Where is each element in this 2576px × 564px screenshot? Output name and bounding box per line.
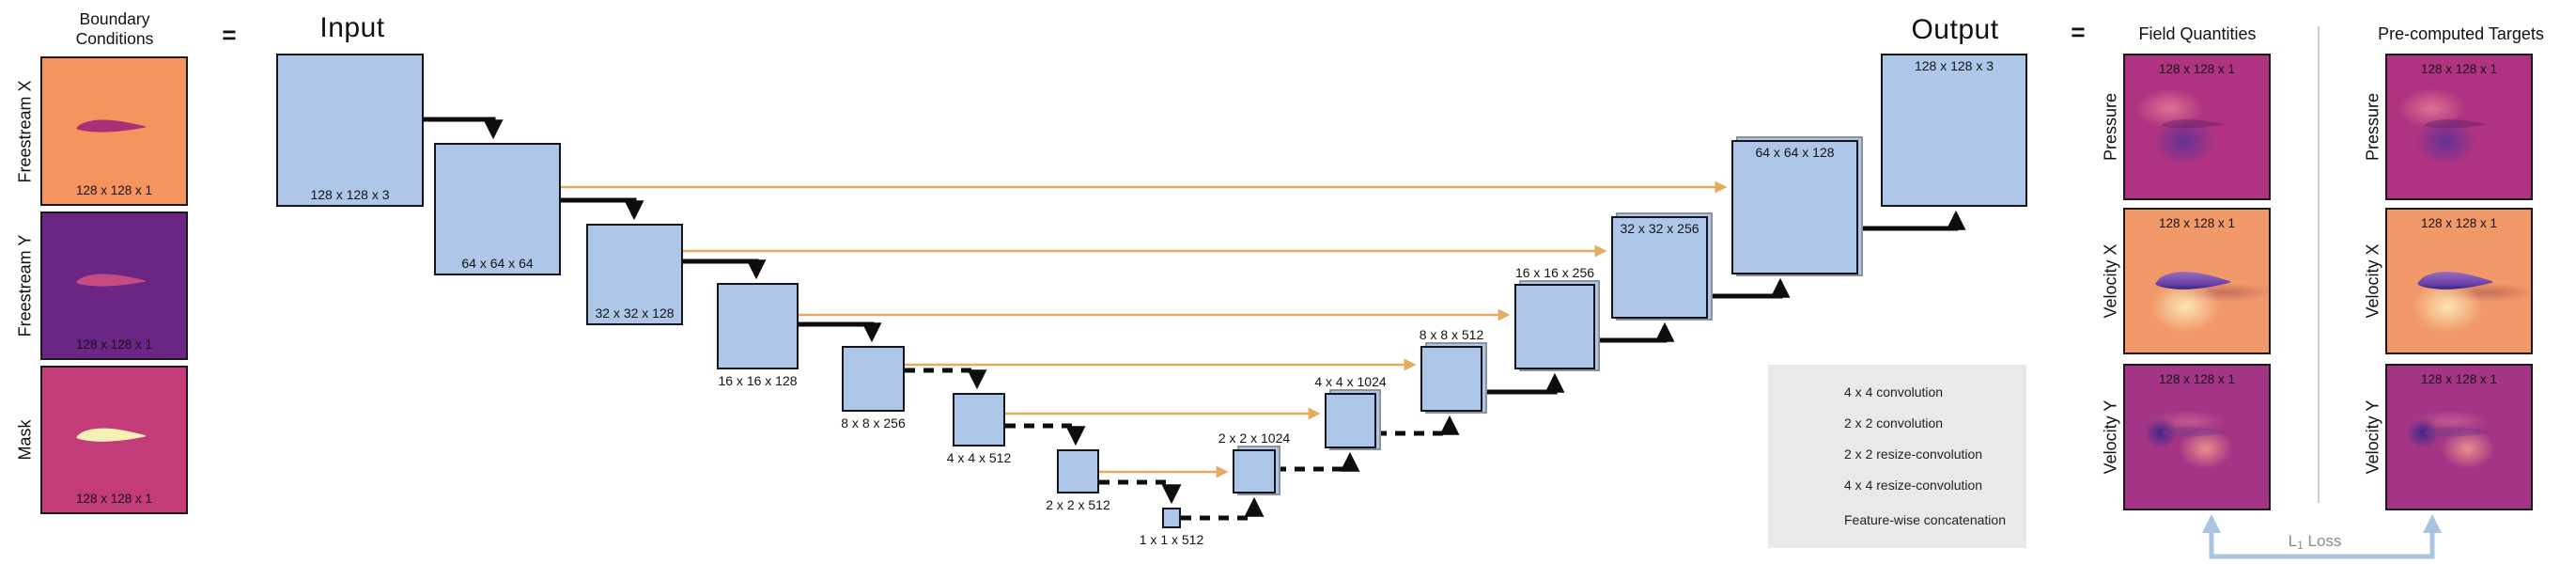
pt-velocity-y-label: Velocity Y [2363, 400, 2382, 475]
mask-label: Mask [15, 419, 35, 461]
pt-pressure-image: 128 x 128 x 1 [2385, 54, 2533, 200]
equals-right: = [2071, 18, 2086, 46]
airfoil-shape [2160, 426, 2227, 437]
image-dims: 128 x 128 x 1 [2420, 62, 2498, 76]
airfoil-shape [2424, 118, 2487, 129]
loss-prefix: L [2288, 532, 2298, 550]
conv4-arrows [424, 117, 882, 343]
resize2-arrows [1181, 415, 1460, 521]
column-divider [2318, 26, 2320, 503]
unet-block-output: 128 x 128 x 3 [1881, 54, 2027, 207]
airfoil-shape [2154, 271, 2230, 290]
unet-block-input: 128 x 128 x 3 [276, 54, 424, 207]
unet-block-enc-2: 2 x 2 x 512 [1046, 449, 1110, 512]
unet-block-enc-8: 8 x 8 x 256 [841, 346, 906, 431]
image-dims: 128 x 128 x 1 [75, 492, 153, 506]
fq-pressure-image: 128 x 128 x 1 [2123, 54, 2271, 200]
boundary-conditions-title-line2: Conditions [75, 29, 154, 48]
image-dims: 128 x 128 x 1 [2158, 62, 2236, 76]
pt-pressure-label: Pressure [2363, 92, 2382, 162]
image-dims: 128 x 128 x 1 [75, 337, 153, 352]
airfoil-shape [76, 428, 147, 442]
unet-block-enc-32: 32 x 32 x 128 [586, 224, 683, 325]
airfoil-shape [76, 274, 147, 287]
airfoil-shape [2422, 426, 2490, 437]
input-title: Input [319, 12, 385, 43]
freestream-y-image: 128 x 128 x 1 [40, 212, 188, 360]
block-dims: 64 x 64 x 64 [461, 256, 534, 271]
block-dims: 32 x 32 x 128 [595, 306, 675, 321]
loss-subscript: 1 [2297, 539, 2304, 552]
block-dims: 2 x 2 x 512 [1046, 497, 1110, 512]
concat-arrows [561, 180, 1728, 478]
image-dims: 128 x 128 x 1 [2420, 372, 2498, 386]
airfoil-shape [2162, 118, 2225, 129]
equals-left: = [222, 21, 237, 49]
legend-item-conv4: 4 x 4 convolution [1844, 384, 1944, 400]
block-dims: 4 x 4 x 1024 [1314, 374, 1387, 389]
block-dims: 1 x 1 x 512 [1139, 532, 1204, 547]
block-dims: 64 x 64 x 128 [1755, 145, 1835, 160]
conv2-arrows [905, 368, 1182, 505]
unet-block-dec-8: 8 x 8 x 512 [1420, 327, 1487, 414]
boundary-conditions-title-line1: Boundary [79, 9, 150, 28]
image-dims: 128 x 128 x 1 [2158, 216, 2236, 230]
image-dims: 128 x 128 x 1 [2420, 216, 2498, 230]
fq-velocity-x-image: 128 x 128 x 1 [2123, 208, 2271, 354]
unet-block-dec-4: 4 x 4 x 1024 [1314, 374, 1387, 450]
block-dims: 128 x 128 x 3 [310, 187, 390, 202]
legend-item-resize4: 4 x 4 resize-convolution [1844, 478, 1983, 493]
freestream-x-label: Freestream X [15, 80, 35, 183]
mask-image: 128 x 128 x 1 [40, 366, 188, 514]
precomputed-targets-title: Pre-computed Targets [2378, 24, 2544, 43]
pt-velocity-x-image: 128 x 128 x 1 [2385, 208, 2533, 354]
freestream-y-label: Freestream Y [15, 234, 35, 337]
loss-suffix: Loss [2307, 532, 2342, 550]
block-dims: 128 x 128 x 3 [1914, 58, 1994, 73]
unet-block-enc-64: 64 x 64 x 64 [434, 143, 561, 275]
l1-loss-bracket [2202, 514, 2442, 559]
legend: 4 x 4 convolution 2 x 2 convolution 2 x … [1768, 365, 2026, 548]
field-quantities-title: Field Quantities [2138, 24, 2257, 43]
airfoil-shape [2416, 271, 2492, 290]
fq-velocity-y-image: 128 x 128 x 1 [2123, 364, 2271, 510]
pt-velocity-y-image: 128 x 128 x 1 [2385, 364, 2533, 510]
fq-velocity-x-label: Velocity X [2101, 243, 2120, 319]
legend-item-resize2: 2 x 2 resize-convolution [1844, 446, 1983, 462]
block-dims: 8 x 8 x 512 [1419, 327, 1484, 342]
legend-item-concat: Feature-wise concatenation [1844, 512, 2006, 527]
block-dims: 8 x 8 x 256 [841, 415, 906, 431]
unet-block-dec-2: 2 x 2 x 1024 [1218, 431, 1290, 495]
unet-block-enc-16: 16 x 16 x 128 [717, 283, 799, 388]
unet-block-dec-16: 16 x 16 x 256 [1514, 265, 1600, 371]
image-dims: 128 x 128 x 1 [2158, 372, 2236, 386]
unet-block-enc-1: 1 x 1 x 512 [1140, 508, 1203, 547]
pt-velocity-x-label: Velocity X [2363, 243, 2382, 319]
output-title: Output [1911, 14, 1999, 45]
unet-block-dec-32: 32 x 32 x 256 [1611, 212, 1713, 321]
l1-loss-label: L1 Loss [2258, 532, 2372, 552]
unet-block-dec-64: 64 x 64 x 128 [1731, 136, 1863, 276]
airfoil-shape [76, 119, 147, 133]
legend-item-conv2: 2 x 2 convolution [1844, 415, 1944, 431]
unet-block-enc-4: 4 x 4 x 512 [947, 393, 1011, 465]
block-dims: 16 x 16 x 128 [718, 373, 798, 388]
resize4-arrows [1482, 210, 1966, 395]
image-dims: 128 x 128 x 1 [75, 183, 153, 197]
block-dims: 4 x 4 x 512 [946, 450, 1012, 465]
block-dims: 2 x 2 x 1024 [1218, 431, 1291, 446]
freestream-x-image: 128 x 128 x 1 [40, 56, 188, 206]
fq-pressure-label: Pressure [2101, 92, 2120, 162]
boundary-conditions-title: Boundary Conditions [45, 9, 184, 49]
block-dims: 32 x 32 x 256 [1620, 221, 1699, 236]
block-dims: 16 x 16 x 256 [1514, 265, 1595, 280]
fq-velocity-y-label: Velocity Y [2101, 400, 2120, 475]
